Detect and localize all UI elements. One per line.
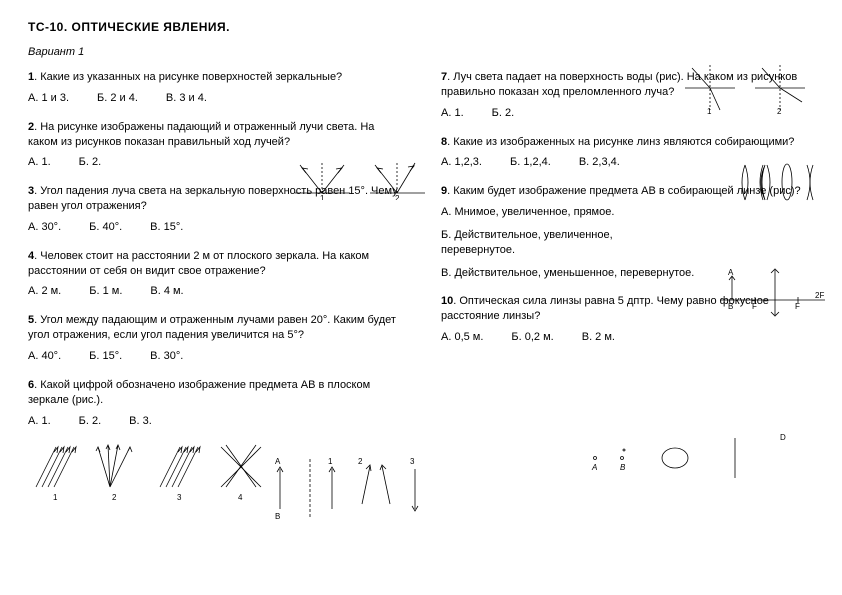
question-1: 1. Какие из указанных на рисунке поверхн… [28,70,401,106]
q2-label-1: 1 [320,194,325,200]
q6-ans-a: А. 1. [28,414,51,429]
q6-ans-c: В. 3. [129,414,152,429]
svg-text:D: D [780,433,786,442]
q7-label-1: 1 [707,107,712,115]
q2-ans-b: Б. 2. [79,155,102,170]
q5-ans-c: В. 30°. [150,349,183,364]
q10-num: 10 [441,295,453,307]
q1-label-1: 1 [53,493,58,502]
q1-ans-c: В. 3 и 4. [166,91,207,106]
q4-ans-c: В. 4 м. [150,284,183,299]
q3-ans-b: Б. 40°. [89,220,122,235]
q9-ans-a: А. Мнимое, увеличенное, прямое. [441,205,814,220]
figure-q6: A B 1 2 3 [270,454,430,524]
q7-ans-b: Б. 2. [492,106,515,121]
q3-ans-a: А. 30°. [28,220,61,235]
question-6: 6. Какой цифрой обозначено изображение п… [28,378,401,429]
q10-ans-c: В. 2 м. [582,330,615,345]
q2-ans-a: А. 1. [28,155,51,170]
q4-ans-b: Б. 1 м. [89,284,122,299]
svg-text:2F: 2F [815,291,824,300]
q10-ans-b: Б. 0,2 м. [511,330,553,345]
q1-label-4: 4 [238,493,243,502]
figure-q9: A B F F 2F [720,265,825,320]
q9-ans-b: Б. Действительное, увеличенное, переверн… [441,228,671,258]
figure-q2: 1 2 [290,155,430,200]
q6-label-a: A [275,457,281,466]
q10-label-b: B [620,463,626,472]
q8-ans-a: А. 1,2,3. [441,155,482,170]
variant-label: Вариант 1 [28,46,814,58]
q8-text: . Какие из изображенных на рисунке линз … [447,136,794,148]
q4-ans-a: А. 2 м. [28,284,61,299]
figure-q1: 1 2 3 4 [28,442,278,502]
q6-label-3: 3 [410,457,415,466]
q3-ans-c: В. 15°. [150,220,183,235]
q10-ans-a: А. 0,5 м. [441,330,483,345]
q5-ans-b: Б. 15°. [89,349,122,364]
q1-label-3: 3 [177,493,182,502]
q1-text: . Какие из указанных на рисунке поверхно… [34,71,342,83]
q2-label-2: 2 [395,194,400,200]
question-4: 4. Человек стоит на расстоянии 2 м от пл… [28,249,401,300]
q10-label-a: A [591,463,597,472]
q6-label-b: B [275,512,280,521]
q7-ans-a: А. 1. [441,106,464,121]
q8-ans-b: Б. 1,2,4. [510,155,551,170]
figure-q7: 1 2 [680,60,810,115]
q1-ans-a: А. 1 и 3. [28,91,69,106]
figure-q10: A B D [580,430,790,485]
q6-ans-b: Б. 2. [79,414,102,429]
content-columns: 1 . Какие из указанных на рисунке поверхн… [28,70,814,442]
q5-text: . Угол между падающим и отраженным лучам… [28,314,396,341]
q2-text: . На рисунке изображены падающий и отраж… [28,121,374,148]
q9-label-f2: F [795,302,800,311]
q6-label-2: 2 [358,457,363,466]
q6-text: . Какой цифрой обозначено изображение пр… [28,379,370,406]
figure-q8 [735,160,825,205]
q6-label-1: 1 [328,457,333,466]
q7-label-2: 2 [777,107,782,115]
right-column: 7. Луч света падает на поверхность воды … [441,70,814,442]
q1-ans-b: Б. 2 и 4. [97,91,138,106]
q5-ans-a: А. 40°. [28,349,61,364]
q9-label-f1: F [752,302,757,311]
page-title: ТС-10. ОПТИЧЕСКИЕ ЯВЛЕНИЯ. [28,20,814,34]
q9-label-a: A [728,268,734,277]
question-5: 5. Угол между падающим и отраженным луча… [28,313,401,364]
left-column: 1 . Какие из указанных на рисунке поверхн… [28,70,401,442]
q4-text: . Человек стоит на расстоянии 2 м от пло… [28,250,369,277]
q1-label-2: 2 [112,493,117,502]
q9-label-b: B [728,302,733,311]
q8-ans-c: В. 2,3,4. [579,155,620,170]
